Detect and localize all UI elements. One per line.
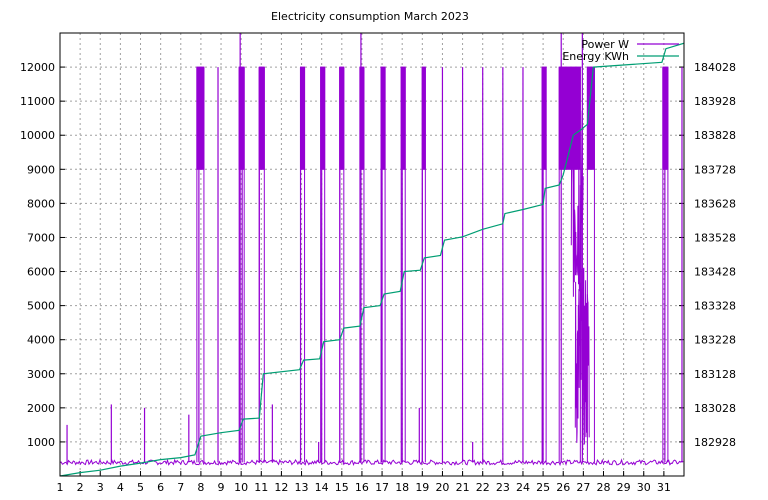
power-block (196, 66, 205, 170)
x-tick-label: 3 (97, 481, 104, 494)
x-tick-label: 9 (218, 481, 225, 494)
y2-tick-label: 183928 (694, 95, 736, 108)
power-block (541, 66, 547, 170)
x-tick-label: 28 (596, 481, 610, 494)
x-tick-label: 15 (335, 481, 349, 494)
y-tick-label: 5000 (27, 300, 55, 313)
power-block (258, 66, 265, 170)
x-tick-label: 10 (234, 481, 248, 494)
x-tick-label: 4 (117, 481, 124, 494)
x-tick-label: 30 (637, 481, 651, 494)
x-tick-label: 18 (395, 481, 409, 494)
y2-tick-label: 184028 (694, 61, 736, 74)
x-tick-label: 7 (177, 481, 184, 494)
y2-tick-label: 183428 (694, 266, 736, 279)
y-tick-label: 8000 (27, 197, 55, 210)
y-tick-label: 10000 (20, 129, 55, 142)
x-tick-label: 8 (197, 481, 204, 494)
power-block (400, 66, 406, 170)
x-tick-label: 16 (355, 481, 369, 494)
y2-tick-label: 183028 (694, 402, 736, 415)
x-tick-label: 21 (456, 481, 470, 494)
legend-label: Energy KWh (562, 50, 629, 63)
y-tick-label: 11000 (20, 95, 55, 108)
series-energy-line (60, 42, 684, 476)
y-axis-right: 182928 183028 183128 183228 183328 183428 1835… (679, 61, 736, 449)
power-block (339, 66, 345, 170)
y2-tick-label: 183128 (694, 368, 736, 381)
y-axis-left: 1000 2000 3000 4000 5000 6000 7000 8000 9000 1000… (20, 61, 65, 449)
y2-tick-label: 183828 (694, 129, 736, 142)
x-axis: 1 2 3 4 5 6 7 8 9 10 11 12 13 14 15 16 17 18 19 20 21 22 23 24 2… (57, 471, 671, 494)
y-tick-label: 12000 (20, 61, 55, 74)
x-tick-label: 6 (157, 481, 164, 494)
x-tick-label: 24 (516, 481, 530, 494)
y2-tick-label: 183628 (694, 197, 736, 210)
power-block (662, 66, 669, 170)
plot-frame (59, 32, 685, 477)
y2-tick-label: 183728 (694, 163, 736, 176)
x-tick-label: 26 (556, 481, 570, 494)
x-tick-label: 19 (415, 481, 429, 494)
x-tick-label: 13 (295, 481, 309, 494)
power-block (359, 66, 365, 170)
power-noise (570, 102, 584, 297)
x-tick-label: 12 (274, 481, 288, 494)
x-tick-label: 11 (254, 481, 268, 494)
y2-tick-label: 182928 (694, 436, 736, 449)
y2-tick-label: 183228 (694, 334, 736, 347)
x-tick-label: 20 (435, 481, 449, 494)
y-tick-label: 4000 (27, 334, 55, 347)
x-tick-label: 1 (57, 481, 64, 494)
y2-tick-label: 183528 (694, 231, 736, 244)
x-tick-label: 31 (657, 481, 671, 494)
power-block (558, 66, 581, 170)
chart-title: Electricity consumption March 2023 (271, 10, 469, 23)
y-tick-label: 1000 (27, 436, 55, 449)
power-block (238, 66, 245, 170)
x-tick-label: 5 (137, 481, 144, 494)
x-tick-label: 29 (617, 481, 631, 494)
x-tick-label: 25 (536, 481, 550, 494)
series-group (60, 33, 684, 476)
x-tick-label: 14 (315, 481, 329, 494)
y-tick-label: 3000 (27, 368, 55, 381)
legend-label: Power W (581, 38, 629, 51)
power-block (300, 66, 306, 170)
y-tick-label: 7000 (27, 231, 55, 244)
power-block (320, 66, 326, 170)
y-tick-label: 9000 (27, 163, 55, 176)
y-tick-label: 2000 (27, 402, 55, 415)
series-power (60, 33, 684, 467)
power-block (380, 66, 386, 170)
plot-area (60, 33, 684, 476)
power-noise (574, 267, 590, 455)
x-tick-label: 23 (496, 481, 510, 494)
x-tick-label: 22 (476, 481, 490, 494)
y2-tick-label: 183328 (694, 300, 736, 313)
x-tick-label: 17 (375, 481, 389, 494)
x-tick-label: 27 (576, 481, 590, 494)
power-baseline-line (60, 458, 684, 467)
x-tick-label: 2 (77, 481, 84, 494)
y-tick-label: 6000 (27, 266, 55, 279)
